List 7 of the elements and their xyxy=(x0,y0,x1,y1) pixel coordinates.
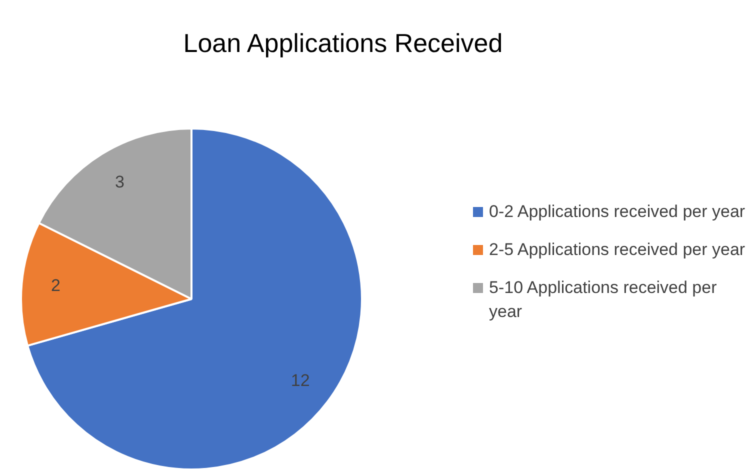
legend-label: 0-2 Applications received per year xyxy=(489,201,746,223)
chart-title: Loan Applications Received xyxy=(182,28,504,59)
data-label: 12 xyxy=(290,370,310,390)
data-label: 2 xyxy=(50,276,60,296)
data-label: 3 xyxy=(114,172,124,192)
legend-label: 2-5 Applications received per year xyxy=(489,239,746,261)
legend-label: 5-10 Applications received per year xyxy=(489,277,718,323)
